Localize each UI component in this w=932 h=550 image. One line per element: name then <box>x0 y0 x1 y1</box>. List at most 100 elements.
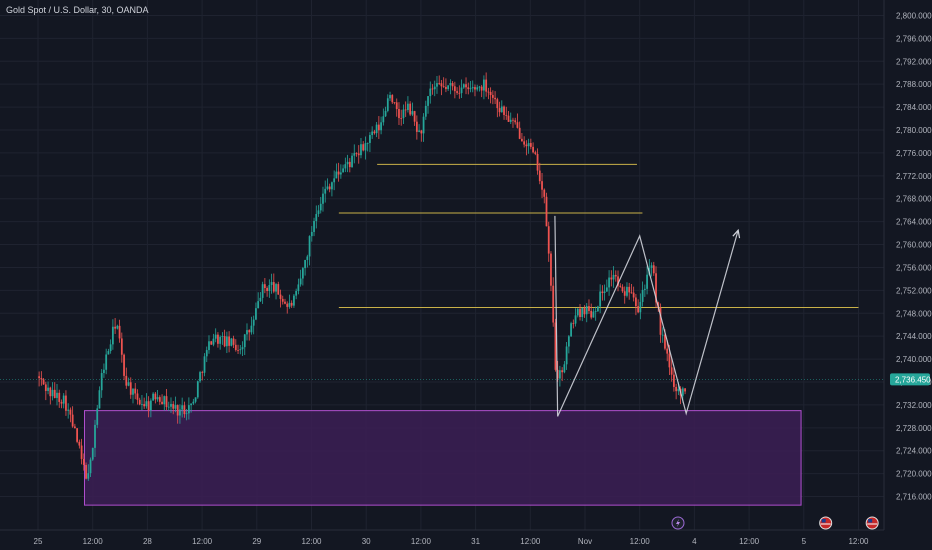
candle-body <box>114 326 117 329</box>
candle <box>467 82 470 95</box>
candle-body <box>73 426 76 429</box>
candle-body <box>391 95 394 103</box>
y-tick-label: 2,788.000 <box>896 80 932 89</box>
y-tick-label: 2,720.000 <box>896 470 932 479</box>
candle-body <box>599 291 602 307</box>
candle-body <box>491 95 494 98</box>
candle-body <box>156 397 159 400</box>
candle <box>377 116 380 139</box>
candle <box>545 192 548 227</box>
candle <box>87 464 90 481</box>
candle <box>498 101 501 117</box>
candle-body <box>252 319 255 326</box>
demand-zone <box>83 410 802 506</box>
y-tick-label: 2,784.000 <box>896 103 932 112</box>
candle-body <box>129 382 132 395</box>
candle <box>422 113 425 142</box>
candle <box>612 266 615 288</box>
candle <box>324 180 327 203</box>
candle <box>554 318 557 372</box>
candle <box>646 265 648 295</box>
candle <box>44 381 47 401</box>
candle <box>436 76 438 94</box>
candle <box>588 299 590 314</box>
candle <box>503 105 505 120</box>
candle-body <box>469 88 472 90</box>
candle <box>239 344 242 355</box>
candle-body <box>98 390 101 409</box>
candle-body <box>183 405 186 415</box>
candle-body <box>637 306 640 313</box>
candle <box>62 393 65 409</box>
candle-body <box>304 259 306 269</box>
candle <box>176 404 179 424</box>
candle-body <box>190 403 193 406</box>
x-tick-label: 12:00 <box>83 537 104 546</box>
candles <box>38 72 686 481</box>
candle-body <box>617 276 619 286</box>
candle-body <box>261 284 264 298</box>
candle <box>599 284 602 314</box>
candle-body <box>485 79 488 92</box>
candle <box>550 251 552 292</box>
candle <box>614 270 617 282</box>
candle-body <box>62 395 65 404</box>
y-tick-label: 2,760.000 <box>896 241 932 250</box>
candle <box>147 396 150 418</box>
candle-body <box>386 98 389 111</box>
candle-body <box>489 91 492 96</box>
candle <box>460 79 463 99</box>
candle-body <box>621 286 624 292</box>
candle-body <box>331 182 333 190</box>
candle-body <box>655 273 657 303</box>
candle-body <box>270 282 273 286</box>
candle <box>80 438 83 465</box>
candle-body <box>500 106 503 113</box>
candle-body <box>521 138 523 142</box>
candle-body <box>342 168 344 173</box>
candle <box>89 457 92 478</box>
y-tick-label: 2,800.000 <box>896 11 932 20</box>
candle-body <box>344 164 347 169</box>
y-tick-label: 2,768.000 <box>896 195 932 204</box>
candle <box>241 341 244 356</box>
candle-body <box>170 403 172 407</box>
candle <box>465 77 467 95</box>
candle-body <box>518 127 521 139</box>
candle <box>47 381 49 395</box>
candle-body <box>58 392 61 402</box>
candle-body <box>234 344 237 351</box>
candle <box>565 342 568 370</box>
candle-body <box>545 196 548 227</box>
y-tick-label: 2,764.000 <box>896 218 932 227</box>
candle <box>272 273 275 294</box>
candle-body <box>483 79 485 91</box>
candle-body <box>630 292 633 294</box>
candle-body <box>460 87 463 94</box>
candle-body <box>194 397 197 402</box>
candle <box>333 170 336 191</box>
candle <box>496 97 499 118</box>
candle-body <box>478 86 481 88</box>
candle <box>165 389 168 410</box>
candle <box>440 80 443 96</box>
candle <box>275 282 277 300</box>
candle <box>420 129 423 142</box>
candle-body <box>96 408 99 425</box>
candle <box>49 386 52 405</box>
candle-body <box>684 388 686 392</box>
candle-body <box>447 85 450 90</box>
candle-body <box>503 106 505 115</box>
candle-body <box>377 124 380 131</box>
candle-body <box>418 130 420 132</box>
candle <box>105 348 108 375</box>
candle <box>605 279 608 292</box>
candle-body <box>163 396 166 405</box>
candle <box>471 80 474 93</box>
candle-body <box>395 102 398 110</box>
candle <box>480 85 483 98</box>
candle <box>366 142 369 152</box>
candle <box>158 395 161 405</box>
